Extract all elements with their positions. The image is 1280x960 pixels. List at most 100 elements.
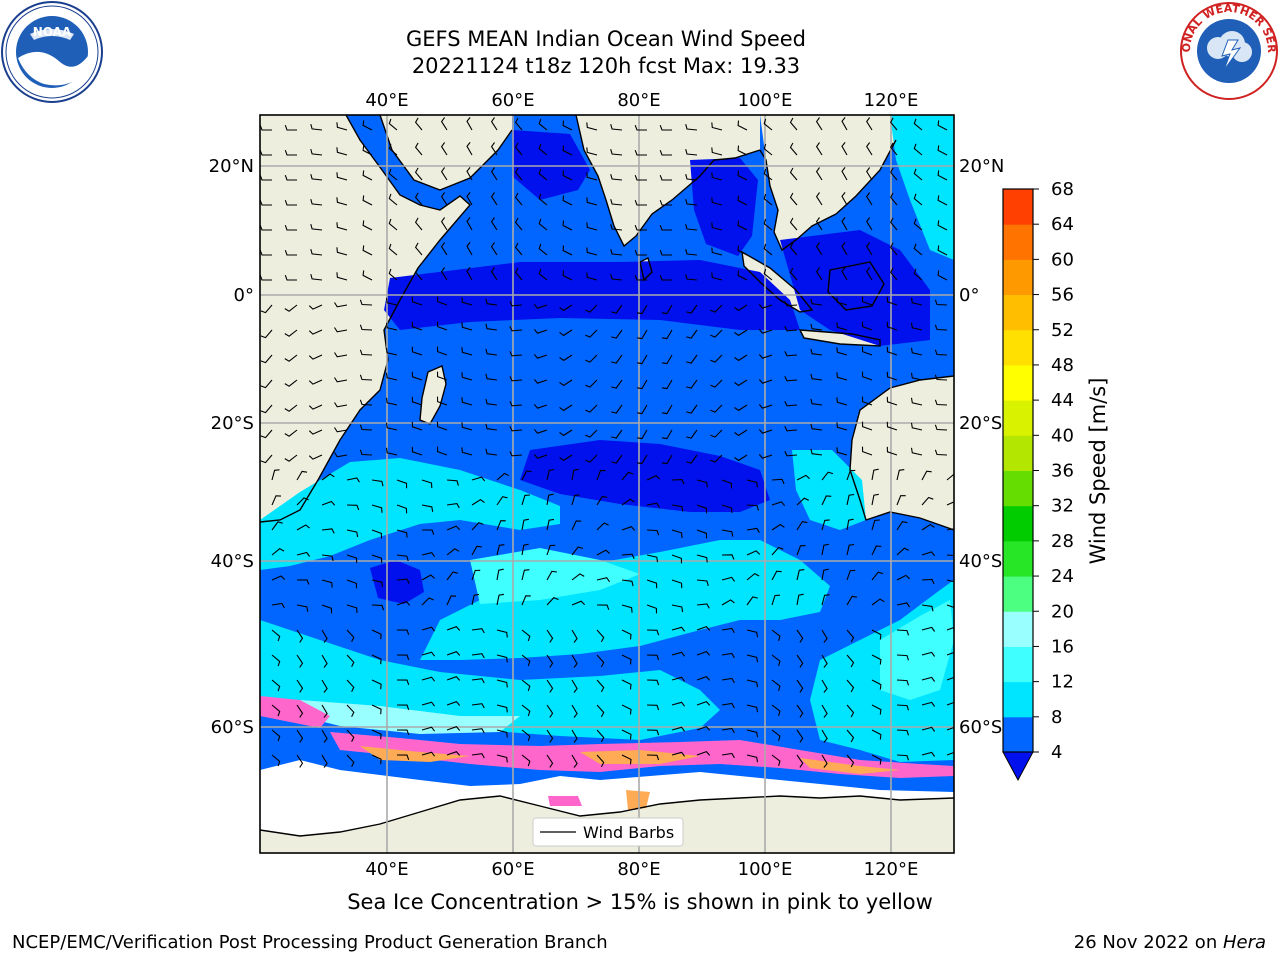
wind-barb xyxy=(461,447,473,456)
wind-barb xyxy=(585,379,598,388)
wind-barb xyxy=(461,422,473,431)
lat-tick-right: 20°N xyxy=(959,156,1004,177)
wind-barb xyxy=(758,304,773,309)
wind-barb xyxy=(446,651,461,656)
wind-barb xyxy=(346,654,355,668)
wind-barb xyxy=(411,446,423,456)
wind-barb xyxy=(509,301,523,307)
map-subtitle: 20221124 t18z 120h fcst Max: 19.33 xyxy=(411,54,801,78)
wind-barb xyxy=(396,554,409,562)
colorbar-segment xyxy=(1003,505,1033,542)
wind-barb xyxy=(771,729,781,742)
wind-barb xyxy=(661,404,673,415)
calm-zone-arabian xyxy=(512,130,590,200)
wind-barb xyxy=(661,379,673,390)
wind-barb xyxy=(661,354,673,365)
wind-barb xyxy=(611,454,623,464)
wind-barb xyxy=(646,475,661,481)
wind-barb xyxy=(763,193,773,206)
wind-barb xyxy=(671,479,685,485)
wind-barb xyxy=(710,379,723,388)
strong-zone-3 xyxy=(300,700,520,734)
wind-barb xyxy=(737,120,748,131)
lat-tick-right: 0° xyxy=(959,285,979,306)
wind-barb xyxy=(271,679,281,692)
colorbar-tick-label: 48 xyxy=(1051,355,1074,376)
wind-barb xyxy=(296,579,310,585)
wind-barb xyxy=(596,470,606,481)
wind-barb xyxy=(321,754,328,768)
wind-barb xyxy=(710,304,723,313)
wind-barb xyxy=(921,496,934,506)
wind-barb xyxy=(796,679,804,693)
wind-barb xyxy=(861,371,873,381)
wind-barb xyxy=(271,654,281,667)
nws-logo: NATIONAL WEATHER SERVICE xyxy=(1178,0,1278,100)
wind-barb xyxy=(896,469,905,481)
wind-barb xyxy=(636,454,648,465)
wind-barb xyxy=(758,454,773,459)
wind-barb xyxy=(521,754,531,767)
wind-barb xyxy=(610,224,623,231)
wind-barb xyxy=(866,242,873,256)
wind-barb xyxy=(446,701,461,706)
wind-barb xyxy=(446,525,461,531)
wind-barb xyxy=(789,217,798,231)
wind-barb xyxy=(659,125,673,131)
wind-barb xyxy=(934,374,948,381)
wind-barb xyxy=(821,654,828,668)
colorbar-tick-label: 20 xyxy=(1051,601,1074,622)
wind-barb xyxy=(890,142,898,156)
wind-barb xyxy=(621,629,632,640)
wind-barb xyxy=(490,167,498,181)
wind-barb xyxy=(696,603,710,609)
wind-barb xyxy=(636,404,648,415)
wind-barb xyxy=(621,526,636,531)
wind-barb xyxy=(411,396,423,406)
wind-barb xyxy=(871,754,882,765)
wind-barb xyxy=(846,493,855,506)
footer-credit: NCEP/EMC/Verification Post Processing Pr… xyxy=(12,932,608,953)
wind-barb xyxy=(721,554,735,560)
wind-barb xyxy=(746,550,761,556)
wind-barb xyxy=(362,220,373,231)
wind-barb xyxy=(784,351,798,357)
wind-barb xyxy=(836,297,848,306)
wind-barb xyxy=(711,147,723,156)
map-frame xyxy=(259,114,955,854)
wind-barb xyxy=(371,604,385,611)
wind-barb xyxy=(446,626,461,631)
wind-barb xyxy=(521,569,530,581)
wind-barb xyxy=(436,371,448,381)
wind-barb xyxy=(414,167,423,181)
wind-barb xyxy=(509,326,523,332)
wind-barb xyxy=(846,469,856,481)
wind-barb xyxy=(634,275,648,281)
wind-barb xyxy=(910,397,923,406)
wind-barb xyxy=(562,170,573,181)
lat-tick-right: 60°S xyxy=(959,717,1002,738)
wind-barb xyxy=(763,168,773,181)
wind-barb xyxy=(296,629,304,643)
wind-barb xyxy=(296,524,310,531)
wind-barb xyxy=(841,242,848,256)
wind-barb xyxy=(271,495,282,506)
wind-barb xyxy=(896,574,910,581)
wind-barb xyxy=(646,754,660,761)
wind-barb xyxy=(886,296,898,306)
wind-barb xyxy=(571,704,578,718)
lon-tick-top: 60°E xyxy=(491,90,534,111)
wind-barb xyxy=(284,225,298,231)
wind-barb xyxy=(686,354,698,364)
wind-barb xyxy=(746,629,759,638)
wind-barb xyxy=(846,569,856,581)
wind-barb xyxy=(371,529,383,539)
wind-barb xyxy=(336,197,348,206)
wind-barb xyxy=(414,217,423,231)
wind-barb xyxy=(611,354,623,364)
wind-barb xyxy=(937,270,948,281)
wind-barb xyxy=(296,654,304,668)
wind-barb xyxy=(946,473,954,481)
wind-barb xyxy=(521,629,531,642)
footer-host: Hera xyxy=(1222,932,1266,953)
